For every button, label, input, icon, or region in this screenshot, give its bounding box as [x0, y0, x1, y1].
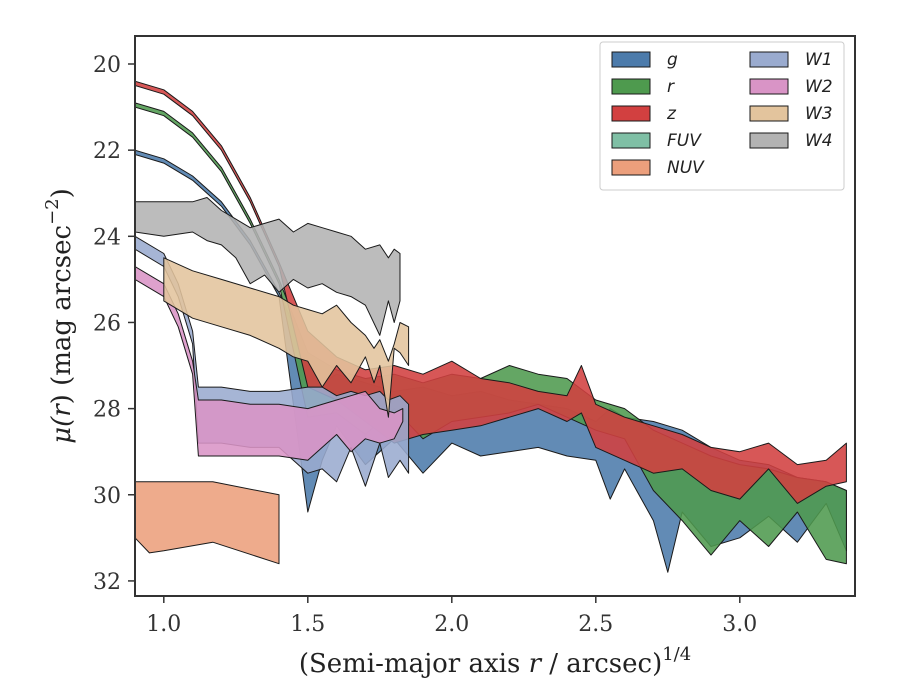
- legend-swatch-w2: [749, 78, 789, 95]
- legend-swatch-z: [611, 105, 651, 122]
- y-axis: 20 22 24 26 28 30 32: [93, 53, 135, 595]
- band-w3: [163, 257, 410, 418]
- legend: grz FUV NUV W1 W2 W3 W4: [599, 41, 845, 191]
- y-axis-label: μ(r) (mag arcsec−2): [42, 188, 77, 444]
- legend-label-w4: W4: [805, 131, 833, 151]
- band-nuv: [135, 481, 280, 565]
- legend-label-g: g: [667, 50, 678, 70]
- x-axis: 1.0 1.5 2.0 2.5 3.0: [146, 596, 757, 637]
- y-tick-label: 24: [93, 225, 121, 250]
- x-tick-label: 1.0: [146, 612, 181, 637]
- y-tick-label: 28: [93, 398, 121, 423]
- x-tick-label: 1.5: [290, 612, 325, 637]
- legend-label-z: z: [666, 104, 677, 124]
- y-tick-label: 26: [93, 311, 121, 336]
- band-w2: [135, 266, 404, 461]
- x-tick-label: 2.5: [578, 612, 613, 637]
- y-tick-label: 30: [93, 484, 121, 509]
- y-tick-label: 20: [93, 53, 121, 78]
- y-tick-label: 32: [93, 570, 121, 595]
- legend-swatch-g: [611, 51, 651, 68]
- plot-frame: [134, 35, 856, 597]
- band-series-group: [135, 80, 847, 573]
- legend-swatch-w3: [749, 105, 789, 122]
- legend-swatch-w4: [749, 132, 789, 149]
- legend-label-w1: W1: [805, 50, 833, 70]
- band-w4: [135, 197, 401, 336]
- x-tick-label: 2.0: [434, 612, 469, 637]
- legend-swatch-w1: [749, 51, 789, 68]
- y-tick-label: 22: [93, 139, 121, 164]
- x-axis-label: (Semi-major axis r / arcsec)1/4: [299, 644, 691, 679]
- legend-label-fuv: FUV: [667, 131, 702, 151]
- legend-swatch-fuv: [611, 132, 651, 149]
- legend-label-nuv: NUV: [667, 158, 705, 178]
- legend-label-w3: W3: [805, 104, 833, 124]
- legend-swatch-r: [611, 78, 651, 95]
- legend-label-r: r: [667, 77, 675, 97]
- legend-label-w2: W2: [805, 77, 833, 97]
- x-tick-label: 3.0: [722, 612, 757, 637]
- legend-swatch-nuv: [611, 159, 651, 176]
